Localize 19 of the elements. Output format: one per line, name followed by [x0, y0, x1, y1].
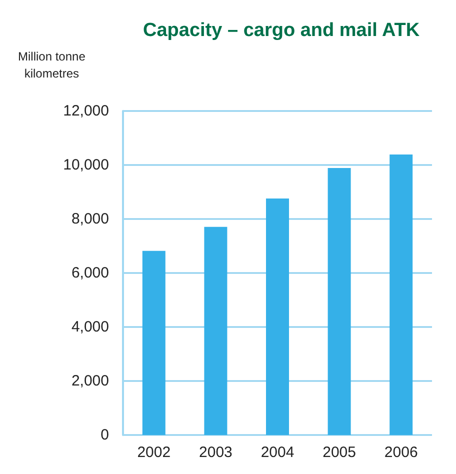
- y-axis-title: Million tonne kilometres: [18, 50, 86, 80]
- y-tick-label: 8,000: [71, 210, 109, 228]
- x-tick-label: 2002: [137, 444, 171, 461]
- x-tick-label: 2005: [322, 444, 356, 461]
- bar: [204, 226, 228, 435]
- x-tick-label: 2006: [384, 444, 418, 461]
- bar: [390, 154, 413, 435]
- bar: [328, 168, 351, 435]
- y-tick-label: 4,000: [71, 318, 109, 336]
- chart-title: Capacity – cargo and mail ATK: [143, 20, 420, 41]
- y-tick-label: 12,000: [63, 102, 109, 120]
- y-tick-label: 2,000: [71, 372, 109, 390]
- y-tick-label: 6,000: [71, 264, 109, 282]
- bar: [142, 250, 166, 435]
- bar: [266, 198, 289, 435]
- y-tick-label: 0: [100, 426, 109, 444]
- y-tick-label: 10,000: [63, 156, 109, 174]
- x-tick-label: 2004: [260, 444, 294, 461]
- x-tick-label: 2003: [199, 444, 232, 461]
